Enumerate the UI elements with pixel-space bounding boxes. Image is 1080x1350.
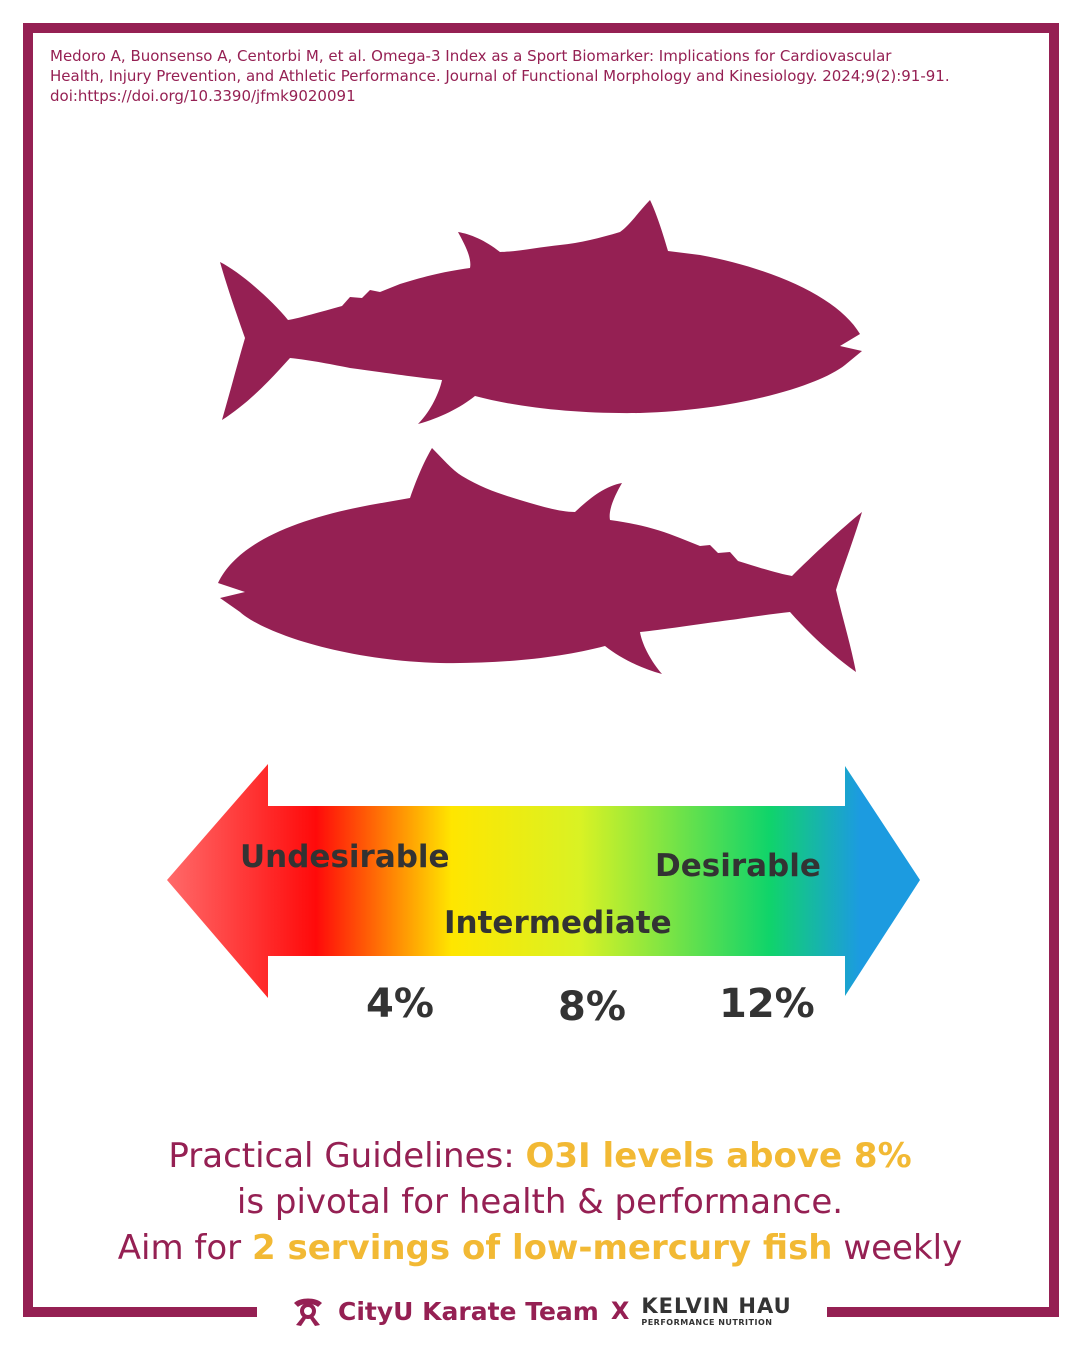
collab-x: X [610, 1297, 630, 1325]
partner-subtitle: PERFORMANCE NUTRITION [641, 1317, 773, 1327]
guideline-line-2: is pivotal for health & performance. [236, 1182, 844, 1222]
karate-belt-icon [294, 1298, 322, 1326]
scale-arrow [167, 764, 920, 998]
practical-guidelines: Practical Guidelines: O3I levels above 8… [0, 1133, 1080, 1271]
tuna-top-icon [220, 200, 862, 424]
citation-line-2: Health, Injury Prevention, and Athletic … [50, 67, 950, 85]
partner-logo: KELVIN HAU PERFORMANCE NUTRITION [641, 1293, 792, 1327]
team-name: CityU Karate Team [338, 1296, 599, 1326]
guideline-highlight-o3i: O3I levels above 8% [525, 1136, 912, 1176]
citation-line-3: doi:https://doi.org/10.3390/jfmk9020091 [50, 87, 356, 105]
threshold-8-label: 8% [558, 984, 626, 1030]
threshold-4-label: 4% [366, 981, 434, 1027]
guideline-line-3: Aim for 2 servings of low-mercury fish w… [0, 1225, 1080, 1271]
footer-branding: CityU Karate Team X KELVIN HAU PERFORMAN… [288, 1290, 798, 1332]
frame-gap [257, 1303, 827, 1343]
tuna-bottom-icon [218, 448, 862, 674]
guideline-prefix: Practical Guidelines: [168, 1136, 526, 1176]
zone-desirable-label: Desirable [655, 848, 821, 884]
threshold-12-label: 12% [719, 981, 815, 1027]
zone-intermediate-label: Intermediate [444, 905, 672, 941]
guideline-line-1: Practical Guidelines: O3I levels above 8… [0, 1133, 1080, 1179]
guideline-weekly: weekly [832, 1228, 963, 1268]
zone-undesirable-label: Undesirable [240, 839, 450, 875]
guideline-aim: Aim for [117, 1228, 252, 1268]
partner-name: KELVIN HAU [641, 1293, 792, 1318]
omega3-scale [167, 764, 920, 998]
citation: Medoro A, Buonsenso A, Centorbi M, et al… [50, 46, 1010, 106]
citation-line-1: Medoro A, Buonsenso A, Centorbi M, et al… [50, 47, 892, 65]
fish-illustration [218, 200, 862, 674]
guideline-highlight-servings: 2 servings of low-mercury fish [251, 1228, 833, 1268]
